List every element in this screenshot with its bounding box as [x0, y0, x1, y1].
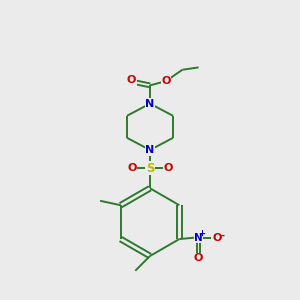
Text: O: O	[194, 253, 203, 263]
Text: -: -	[220, 230, 224, 240]
Text: O: O	[212, 232, 221, 243]
Text: O: O	[161, 76, 171, 86]
Text: O: O	[127, 163, 136, 173]
Text: O: O	[164, 163, 173, 173]
Text: +: +	[199, 229, 206, 238]
Text: N: N	[194, 232, 203, 243]
Text: S: S	[146, 162, 154, 175]
Text: N: N	[146, 145, 154, 155]
Text: N: N	[146, 99, 154, 109]
Text: O: O	[127, 75, 136, 85]
